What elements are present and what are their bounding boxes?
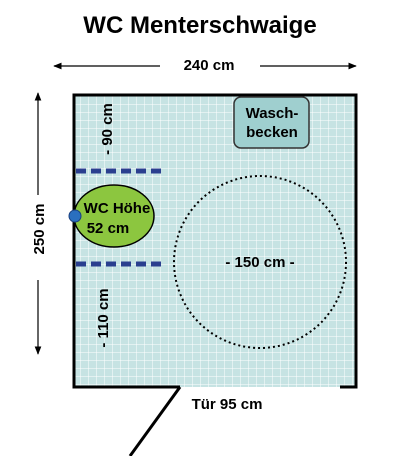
top-clearance-label: - 90 cm xyxy=(99,103,116,155)
toilet-mount-dot xyxy=(68,209,82,223)
toilet-label-line2: 52 cm xyxy=(87,220,130,237)
turning-circle xyxy=(173,175,347,349)
toilet-label-line1: WC Höhe xyxy=(84,200,151,217)
washbasin-label-line2: becken xyxy=(246,124,298,141)
room-walls xyxy=(72,93,358,389)
turning-circle-label: - 150 cm - xyxy=(225,254,294,271)
height-dimension: 250 cm xyxy=(31,92,48,355)
washbasin-shape xyxy=(233,96,310,149)
washbasin-label-line1: Wasch- xyxy=(246,105,299,122)
toilet: WC Höhe 52 cm xyxy=(68,184,155,248)
bottom-clearance-label: - 110 cm xyxy=(95,288,112,347)
height-label: 250 cm xyxy=(31,204,48,255)
door-leaf xyxy=(128,386,182,456)
washbasin: Wasch- becken xyxy=(233,96,310,149)
diagram-title: WC Menterschwaige xyxy=(83,12,316,39)
width-dimension: 240 cm xyxy=(53,57,357,74)
width-label: 240 cm xyxy=(184,57,235,74)
door-label: Tür 95 cm xyxy=(192,396,263,413)
